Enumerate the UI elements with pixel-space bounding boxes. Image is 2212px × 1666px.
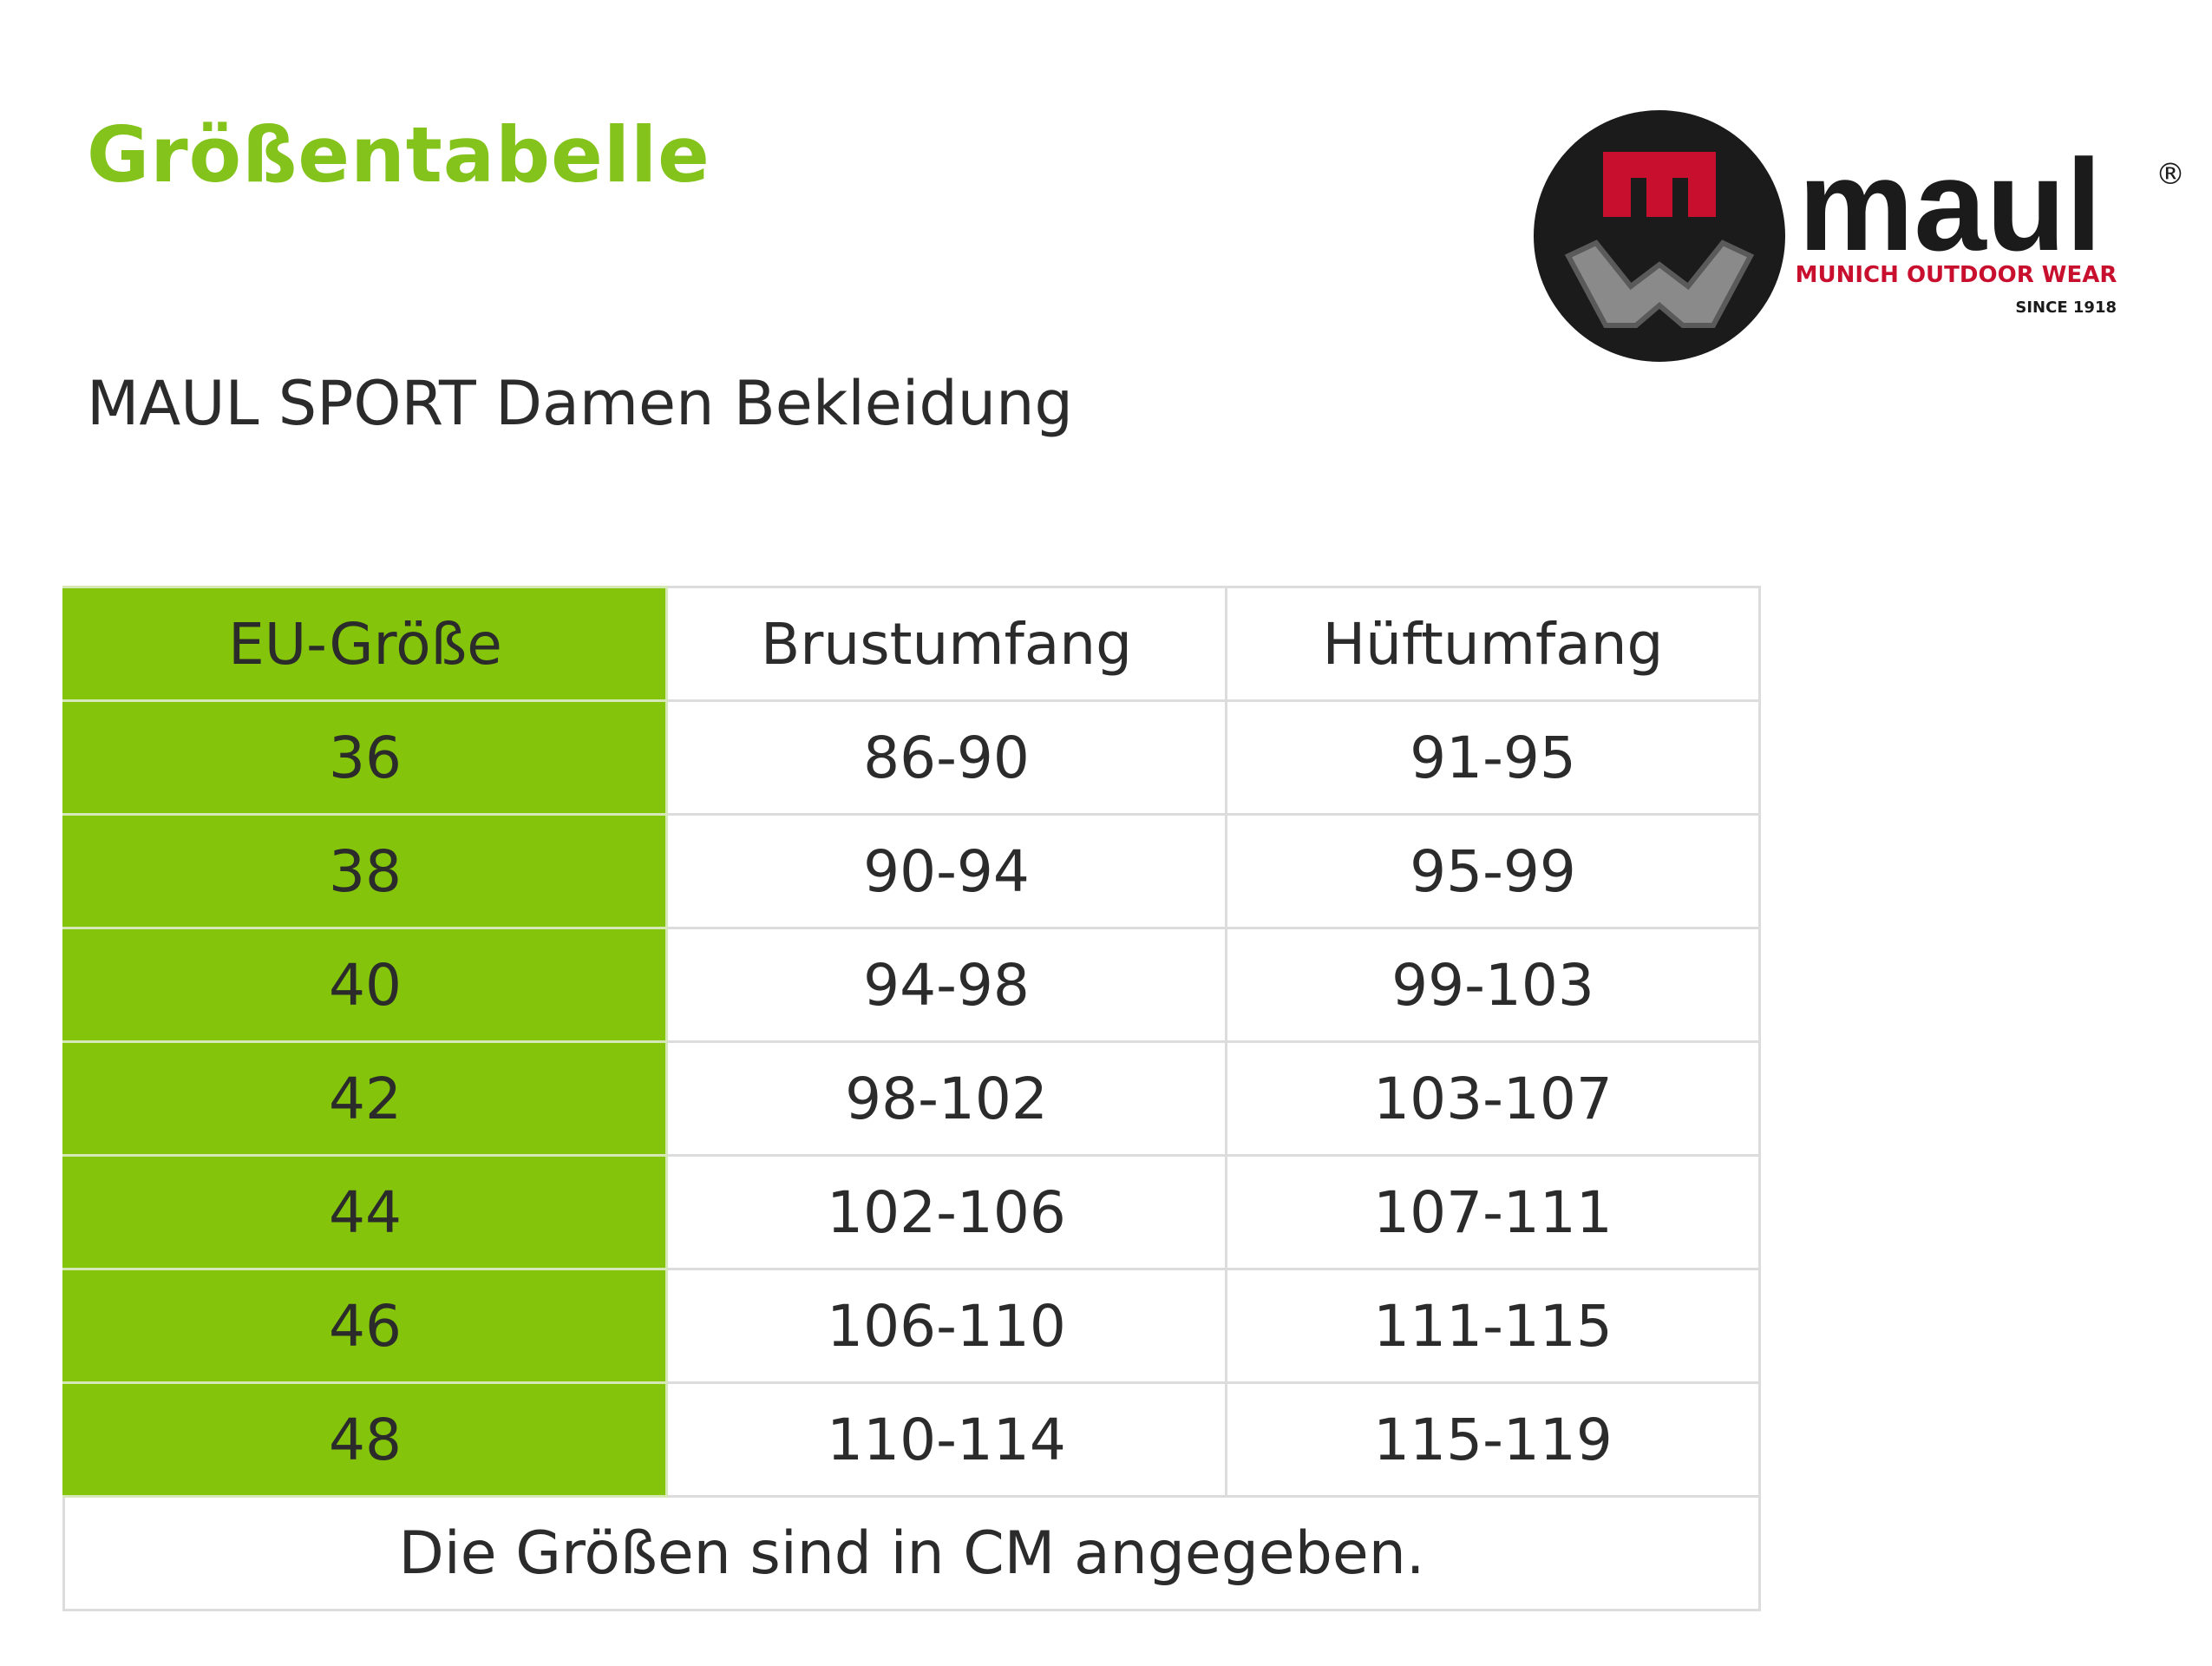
cell-chest: 102-106: [665, 1154, 1227, 1270]
cell-chest: 106-110: [665, 1268, 1227, 1384]
table-row: 38 90-94 95-99: [62, 813, 1761, 929]
logo-wordmark: maul: [1798, 132, 2102, 278]
header-hip: Hüftumfang: [1225, 586, 1761, 702]
table-row: 44 102-106 107-111: [62, 1154, 1761, 1270]
table-row: 36 86-90 91-95: [62, 699, 1761, 816]
table-row: 40 94-98 99-103: [62, 927, 1761, 1043]
cell-eu-size: 48: [62, 1381, 668, 1498]
brand-logo: maul ® MUNICH OUTDOOR WEAR SINCE 1918: [1527, 104, 2203, 364]
logo-tagline: MUNICH OUTDOOR WEAR: [1796, 262, 2117, 288]
table-row: 46 106-110 111-115: [62, 1268, 1761, 1384]
cell-hip: 99-103: [1225, 927, 1761, 1043]
cell-eu-size: 38: [62, 813, 668, 929]
cell-chest: 98-102: [665, 1040, 1227, 1157]
table-header-row: EU-Größe Brustumfang Hüftumfang: [62, 586, 1761, 702]
page-subtitle: MAUL SPORT Damen Bekleidung: [87, 368, 1073, 439]
cell-chest: 94-98: [665, 927, 1227, 1043]
cell-chest: 90-94: [665, 813, 1227, 929]
header-eu-size: EU-Größe: [62, 586, 668, 702]
maul-logo-icon: maul ® MUNICH OUTDOOR WEAR SINCE 1918: [1534, 110, 2185, 362]
table-row: 48 110-114 115-119: [62, 1381, 1761, 1498]
cell-hip: 103-107: [1225, 1040, 1761, 1157]
page-title: Größentabelle: [87, 110, 710, 200]
size-table: EU-Größe Brustumfang Hüftumfang 36 86-90…: [62, 586, 1761, 1611]
cell-hip: 111-115: [1225, 1268, 1761, 1384]
cell-eu-size: 42: [62, 1040, 668, 1157]
cell-hip: 91-95: [1225, 699, 1761, 816]
cell-eu-size: 40: [62, 927, 668, 1043]
logo-since: SINCE 1918: [2015, 298, 2117, 317]
header-chest: Brustumfang: [665, 586, 1227, 702]
cell-eu-size: 44: [62, 1154, 668, 1270]
cell-hip: 115-119: [1225, 1381, 1761, 1498]
table-note: Die Größen sind in CM angegeben.: [62, 1495, 1761, 1611]
cell-chest: 86-90: [665, 699, 1227, 816]
cell-hip: 107-111: [1225, 1154, 1761, 1270]
cell-eu-size: 46: [62, 1268, 668, 1384]
cell-chest: 110-114: [665, 1381, 1227, 1498]
logo-registered-mark: ®: [2156, 157, 2185, 192]
cell-hip: 95-99: [1225, 813, 1761, 929]
cell-eu-size: 36: [62, 699, 668, 816]
table-row: 42 98-102 103-107: [62, 1040, 1761, 1157]
table-note-row: Die Größen sind in CM angegeben.: [62, 1495, 1761, 1611]
